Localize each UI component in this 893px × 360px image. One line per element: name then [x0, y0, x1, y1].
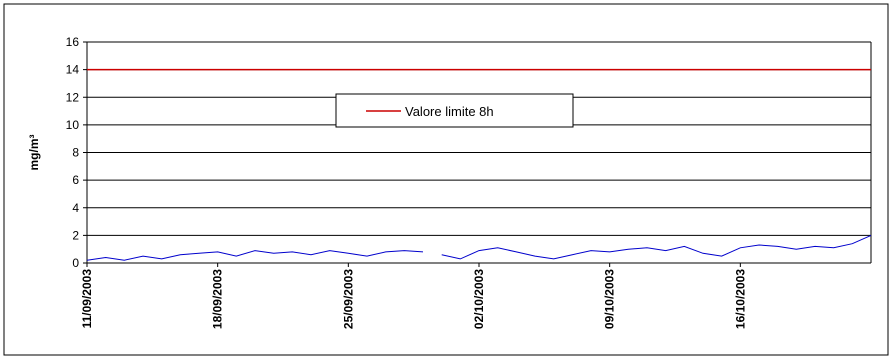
y-tick-label: 2: [72, 228, 79, 242]
y-tick-label: 10: [66, 118, 80, 132]
x-tick-label: 02/10/2003: [472, 269, 486, 329]
series-line-measurements: [86, 234, 872, 261]
y-tick-label: 8: [72, 146, 79, 160]
series: [86, 68, 872, 261]
legend: Valore limite 8h: [335, 93, 574, 128]
x-tick-label: 09/10/2003: [603, 269, 617, 329]
y-tick-label: 14: [66, 63, 80, 77]
y-tick-label: 6: [72, 173, 79, 187]
x-tick-label: 11/09/2003: [80, 269, 94, 329]
x-tick-label: 25/09/2003: [341, 269, 355, 329]
y-tick-label: 4: [72, 201, 79, 215]
axes: 0 2 4 6 8 10 12 14 16 11/09/2003 18/09/2003 25/09/2…: [66, 35, 872, 329]
y-tick-label: 0: [72, 256, 79, 270]
x-tick-label: 18/09/2003: [211, 269, 225, 329]
y-tick-label: 16: [66, 35, 80, 49]
y-tick-label: 12: [66, 90, 80, 104]
chart-area-border: [3, 3, 889, 356]
y-axis-label: mg/m³: [27, 134, 41, 170]
legend-entry-limit: Valore limite 8h: [405, 104, 494, 119]
x-tick-label: 16/10/2003: [733, 269, 747, 329]
